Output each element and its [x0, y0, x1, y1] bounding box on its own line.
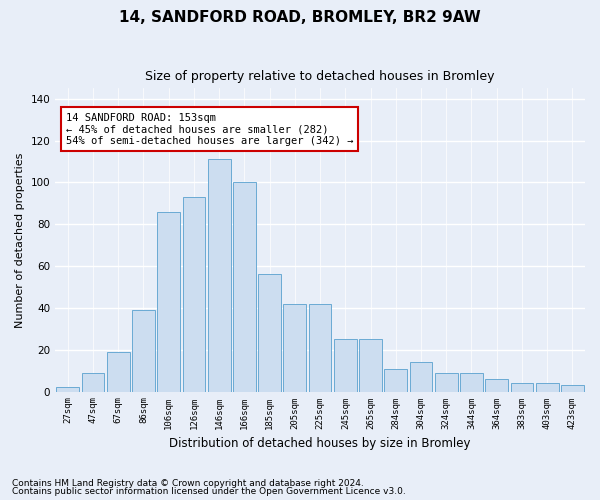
Text: 14, SANDFORD ROAD, BROMLEY, BR2 9AW: 14, SANDFORD ROAD, BROMLEY, BR2 9AW: [119, 10, 481, 25]
Bar: [359, 340, 382, 392]
Bar: [182, 197, 205, 392]
Text: Contains HM Land Registry data © Crown copyright and database right 2024.: Contains HM Land Registry data © Crown c…: [12, 478, 364, 488]
Text: 14 SANDFORD ROAD: 153sqm
← 45% of detached houses are smaller (282)
54% of semi-: 14 SANDFORD ROAD: 153sqm ← 45% of detach…: [66, 112, 353, 146]
Bar: [536, 383, 559, 392]
Bar: [485, 379, 508, 392]
Bar: [283, 304, 306, 392]
Bar: [435, 372, 458, 392]
Bar: [56, 388, 79, 392]
Bar: [132, 310, 155, 392]
Bar: [511, 383, 533, 392]
Title: Size of property relative to detached houses in Bromley: Size of property relative to detached ho…: [145, 70, 495, 83]
Bar: [334, 340, 356, 392]
Bar: [157, 212, 180, 392]
Bar: [460, 372, 483, 392]
Bar: [208, 160, 230, 392]
Bar: [258, 274, 281, 392]
Y-axis label: Number of detached properties: Number of detached properties: [15, 152, 25, 328]
Bar: [561, 386, 584, 392]
Bar: [82, 372, 104, 392]
X-axis label: Distribution of detached houses by size in Bromley: Distribution of detached houses by size …: [169, 437, 471, 450]
Bar: [385, 368, 407, 392]
Bar: [410, 362, 433, 392]
Bar: [233, 182, 256, 392]
Text: Contains public sector information licensed under the Open Government Licence v3: Contains public sector information licen…: [12, 487, 406, 496]
Bar: [107, 352, 130, 392]
Bar: [309, 304, 331, 392]
